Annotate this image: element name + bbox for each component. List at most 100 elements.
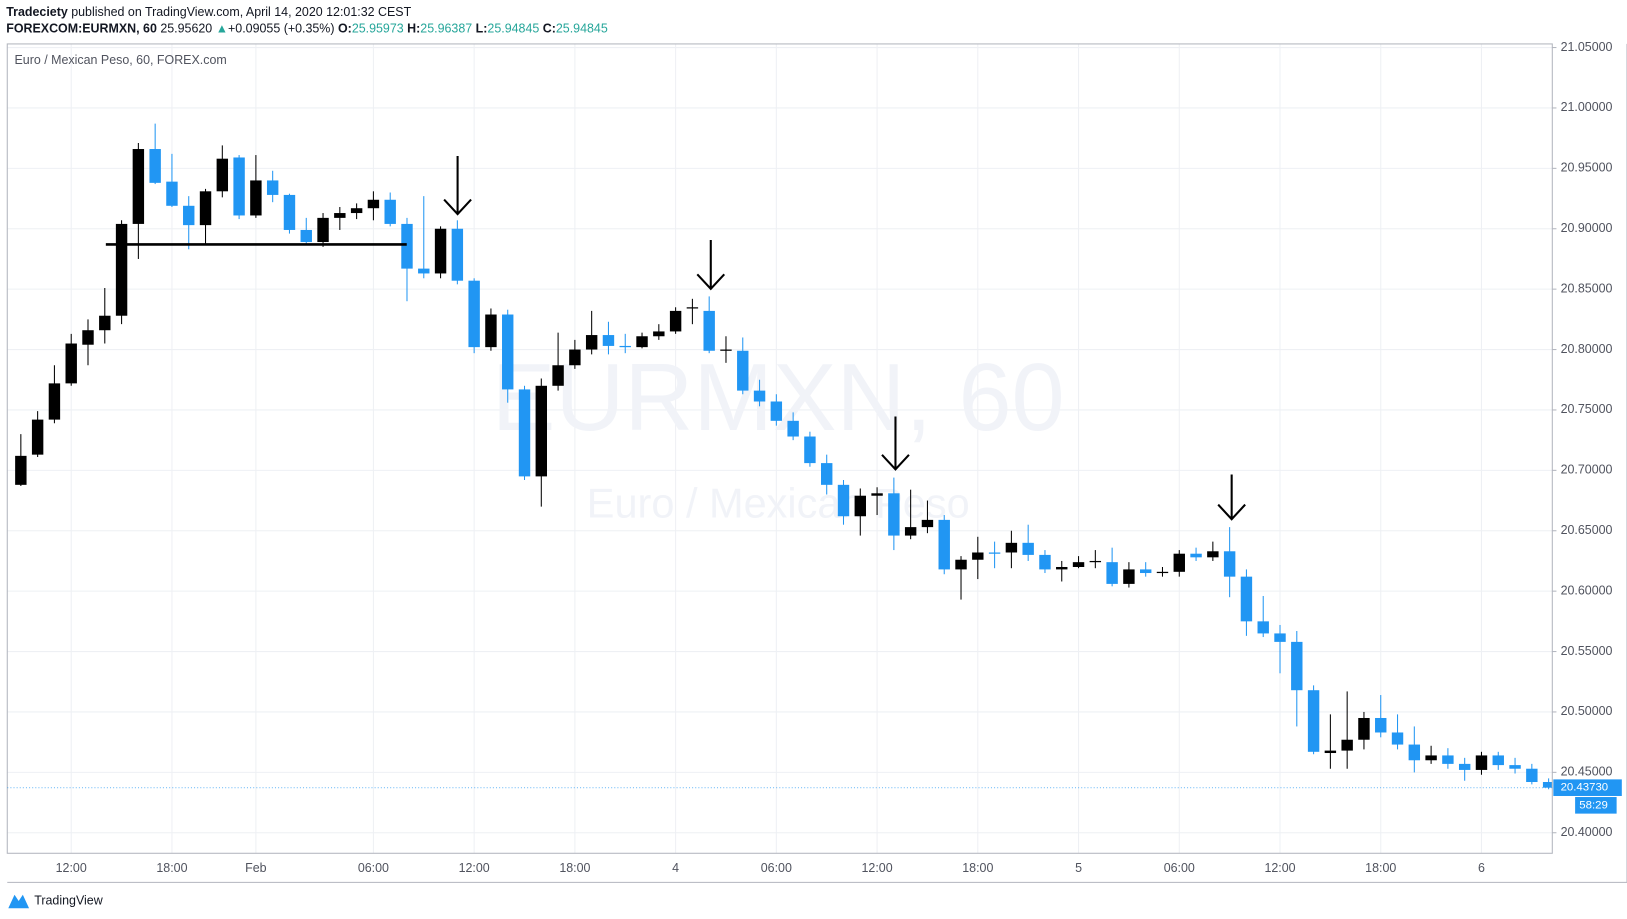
body: [921, 519, 934, 528]
symbol-line: FOREXCOM:EURMXN, 60 25.95620 ▲+0.09055 (…: [6, 22, 608, 36]
body: [166, 181, 178, 206]
x-tick-label: 18:00: [559, 861, 590, 875]
y-tick-label: 20.55000: [1561, 644, 1613, 658]
body: [636, 336, 648, 348]
body: [1005, 542, 1018, 553]
y-tick-label: 20.85000: [1561, 281, 1613, 295]
body: [837, 484, 850, 517]
footer-text: TradingView: [34, 893, 103, 907]
body: [653, 331, 665, 337]
body: [871, 493, 883, 496]
c-label: C:: [543, 22, 556, 36]
x-tick-label: 18:00: [1365, 861, 1396, 875]
body: [1223, 551, 1236, 577]
body: [1173, 553, 1185, 572]
body: [485, 314, 497, 348]
body: [703, 310, 715, 351]
chart-subtitle: Euro / Mexican Peso, 60, FOREX.com: [15, 53, 227, 67]
body: [418, 268, 430, 274]
change-icon: ▲: [216, 22, 228, 36]
body: [149, 149, 161, 183]
body: [1391, 732, 1404, 745]
body: [1324, 750, 1337, 754]
body: [233, 157, 245, 216]
body: [1106, 562, 1118, 584]
body: [1274, 633, 1286, 642]
body: [1022, 542, 1034, 555]
x-tick-label: Feb: [245, 861, 267, 875]
body: [132, 149, 145, 224]
body: [888, 493, 900, 536]
l-value: 25.94845: [487, 22, 539, 36]
x-tick-label: 6: [1478, 861, 1485, 875]
body: [1341, 739, 1353, 751]
body: [1442, 755, 1454, 764]
last-price-label: 20.43730: [1561, 782, 1609, 794]
h-value: 25.96387: [420, 22, 472, 36]
body: [1526, 768, 1538, 783]
body: [82, 330, 94, 345]
grid: [7, 43, 1553, 854]
x-tick-label: 12:00: [459, 861, 490, 875]
body: [48, 383, 61, 420]
x-tick-label: 06:00: [1164, 861, 1195, 875]
body: [283, 194, 296, 230]
x-tick-label: 18:00: [962, 861, 993, 875]
body: [384, 199, 396, 224]
body: [99, 315, 111, 331]
body: [669, 310, 682, 332]
o-value: 25.95973: [352, 22, 404, 36]
arrows: [443, 155, 1246, 521]
body: [753, 390, 766, 402]
body: [15, 455, 27, 485]
body: [804, 436, 816, 464]
c-value: 25.94845: [556, 22, 608, 36]
x-tick-label: 06:00: [761, 861, 792, 875]
body: [115, 223, 128, 316]
y-tick-label: 20.60000: [1561, 583, 1613, 597]
arrow: [696, 240, 726, 291]
plot-border: [6, 43, 1553, 854]
y-tick-label: 20.45000: [1561, 765, 1613, 779]
body: [619, 345, 631, 348]
body: [602, 335, 615, 346]
price: 25.95620: [160, 22, 212, 36]
body: [585, 335, 598, 350]
body: [216, 158, 229, 192]
body: [300, 229, 312, 243]
body: [1123, 569, 1135, 584]
body: [434, 228, 447, 274]
body: [31, 419, 44, 455]
body: [1307, 690, 1320, 752]
y-tick-label: 20.95000: [1561, 161, 1613, 175]
x-tick-label: 12:00: [862, 861, 893, 875]
h-label: H:: [407, 22, 420, 36]
o-label: O:: [338, 22, 352, 36]
body: [468, 280, 480, 348]
watermark-name: Euro / Mexican Peso: [587, 480, 970, 527]
arrow: [443, 155, 472, 216]
body: [1240, 576, 1253, 622]
body: [1408, 744, 1421, 761]
body: [569, 349, 581, 366]
y-tick-label: 20.65000: [1561, 523, 1613, 537]
x-tick-label: 5: [1075, 861, 1082, 875]
body: [770, 401, 783, 421]
y-tick-label: 20.40000: [1561, 825, 1613, 839]
x-tick-label: 4: [672, 861, 679, 875]
x-tick-label: 18:00: [156, 861, 187, 875]
x-tick-label: 12:00: [56, 861, 87, 875]
body: [367, 199, 380, 209]
body: [1492, 755, 1504, 766]
published: published on TradingView.com, April 14, …: [71, 5, 411, 19]
logo-icon: [8, 894, 30, 909]
body: [1291, 641, 1303, 691]
change: +0.09055 (+0.35%): [228, 22, 335, 36]
body: [535, 385, 548, 477]
body: [1207, 551, 1219, 558]
body: [972, 552, 984, 560]
y-tick-label: 20.70000: [1561, 463, 1613, 477]
countdown-box: [1575, 797, 1617, 814]
body: [1458, 763, 1471, 770]
y-tick-label: 20.75000: [1561, 402, 1613, 416]
